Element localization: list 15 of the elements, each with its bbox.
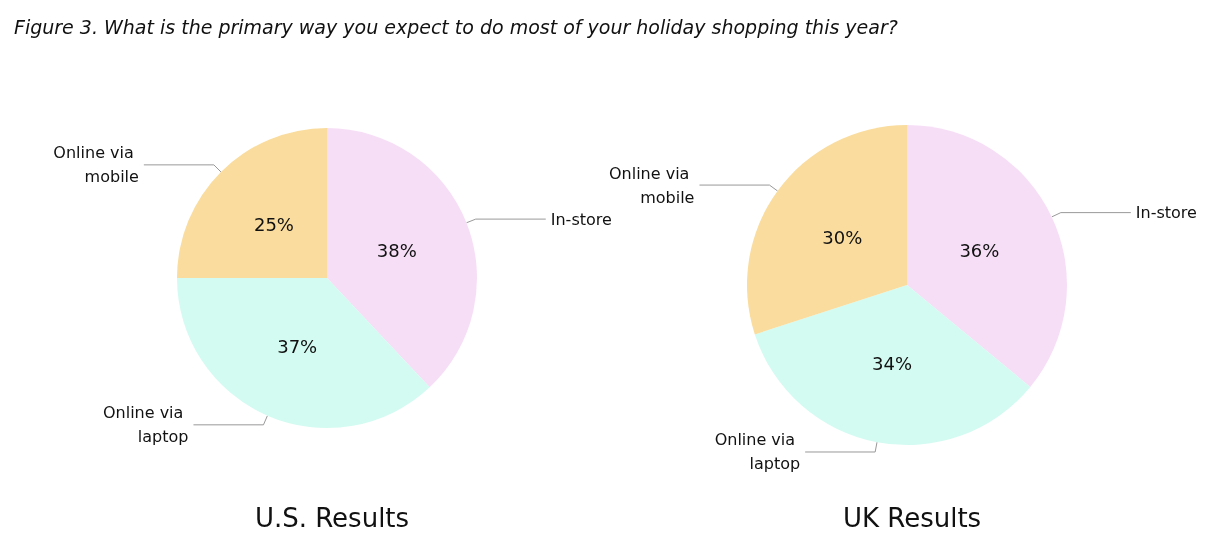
text: UK Results (842, 503, 982, 533)
data-label: 37% (277, 336, 318, 358)
data-label: 30% (822, 227, 863, 249)
data-label: 36% (959, 240, 1000, 262)
text: U.S. Results (254, 503, 410, 533)
slice-label: Online via laptop (102, 403, 189, 447)
slice-label: Online via laptop (714, 430, 801, 474)
data-label: 38% (376, 239, 417, 261)
slice-label: In-store (550, 209, 612, 229)
data-label: 25% (253, 214, 294, 236)
data-label: 34% (872, 353, 913, 375)
slice-label: Online via mobile (53, 143, 139, 187)
caption: Figure 3. What is the primary way you expect to do most of your holiday shopping this year? (14, 16, 898, 38)
slice-label: Online via mobile (608, 163, 695, 207)
slice-label: In-store (1135, 203, 1197, 223)
